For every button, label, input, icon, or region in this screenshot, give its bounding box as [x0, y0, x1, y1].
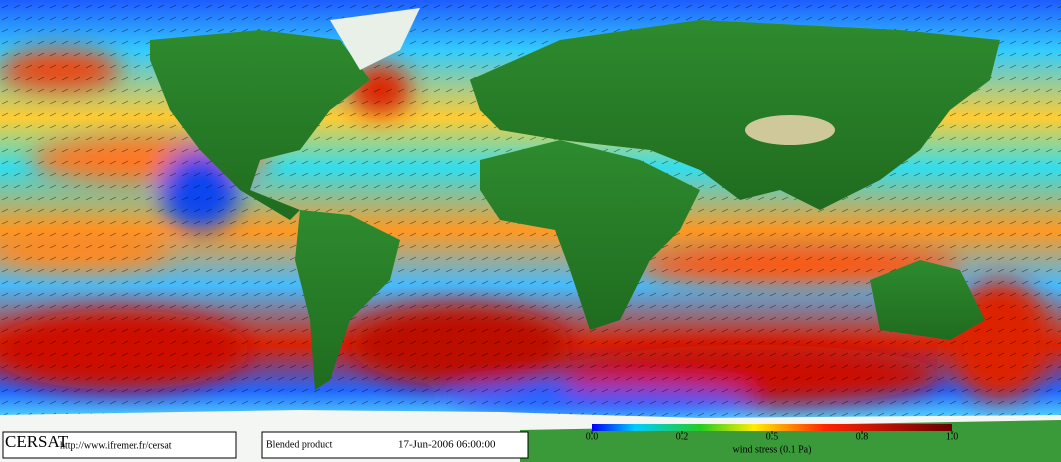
colorbar-tick-label: 0.5	[766, 431, 779, 442]
colorbar	[592, 424, 952, 431]
colorbar-tick-label: 0.8	[856, 431, 869, 442]
logo-box	[2, 431, 237, 459]
colorbar-tick-label: 1.0	[946, 431, 959, 442]
logo: CERSAT	[5, 432, 69, 451]
url: http://www.ifremer.fr/cersat	[60, 440, 172, 451]
colorbar-tick-label: 0.2	[676, 431, 689, 442]
colorbar-tick-label: 0.0	[586, 431, 599, 442]
product-box	[261, 431, 529, 459]
colorbar-label: wind stress (0.1 Pa)	[733, 444, 812, 455]
product: Blended product	[266, 439, 333, 450]
date: 17-Jun-2006 06:00:00	[398, 439, 496, 451]
footer: CERSAT http://www.ifremer.fr/cersat Blen…	[2, 424, 959, 459]
